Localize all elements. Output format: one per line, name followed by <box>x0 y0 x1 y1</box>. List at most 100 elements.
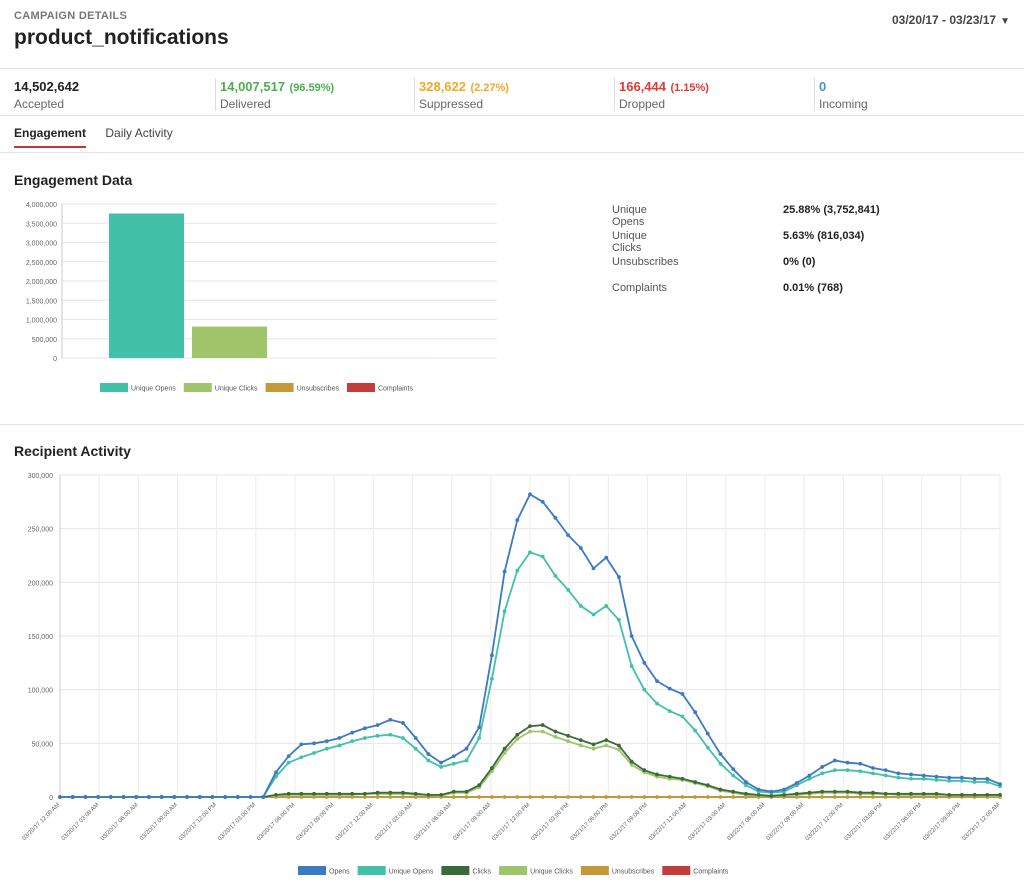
data-point-unique-opens <box>655 701 659 706</box>
data-point-unsubscribes <box>705 795 710 799</box>
data-point-unique-opens <box>883 773 888 778</box>
data-point-unique-opens <box>578 604 583 608</box>
data-point-opens <box>489 653 494 658</box>
data-point-unique-opens <box>477 736 482 740</box>
data-point-unique-opens <box>744 783 748 788</box>
tab-engagement[interactable]: Engagement <box>14 126 87 148</box>
data-point-opens <box>83 795 88 799</box>
data-point-clicks <box>477 783 482 788</box>
data-point-opens <box>324 739 329 744</box>
data-point-unsubscribes <box>553 795 558 799</box>
data-point-opens <box>108 795 113 799</box>
data-point-unique-opens <box>629 664 634 668</box>
legend-swatch <box>580 866 609 875</box>
data-point-unsubscribes <box>464 795 469 799</box>
legend-swatch <box>346 383 375 392</box>
legend-label: Opens <box>329 869 350 876</box>
data-point-opens <box>197 795 202 799</box>
x-tick-label: 03/22/17 12:00 AM <box>648 802 688 842</box>
page-eyebrow: CAMPAIGN DETAILS <box>14 10 128 22</box>
data-point-unique-opens <box>502 609 507 614</box>
data-point-unsubscribes <box>566 795 571 799</box>
data-point-clicks <box>528 724 532 729</box>
data-point-opens <box>172 795 177 799</box>
x-tick-label: 03/20/17 09:00 PM <box>295 802 335 842</box>
metric-value: 0% (0) <box>783 256 816 268</box>
data-point-unique-opens <box>947 779 952 783</box>
x-tick-label: 03/21/17 09:00 AM <box>452 802 492 842</box>
data-point-opens <box>185 795 189 799</box>
data-point-clicks <box>312 791 316 796</box>
data-point-clicks <box>655 772 659 777</box>
data-point-unique-opens <box>985 780 990 784</box>
data-point-clicks <box>401 790 405 795</box>
data-point-clicks <box>540 723 545 727</box>
legend-label: Clicks <box>472 869 491 876</box>
data-point-unique-clicks <box>566 739 571 744</box>
data-point-unique-clicks <box>553 734 558 739</box>
stat-value: 14,502,642 <box>14 79 80 94</box>
data-point-opens <box>947 775 952 780</box>
data-point-opens <box>362 726 367 731</box>
data-point-unique-opens <box>858 769 863 774</box>
tab-daily-activity[interactable]: Daily Activity <box>105 126 173 140</box>
data-point-clicks <box>274 792 278 797</box>
data-point-unsubscribes <box>489 795 494 799</box>
date-range-selector[interactable]: 03/20/17 - 03/23/17 ▼ <box>892 13 1010 27</box>
data-point-clicks <box>756 792 761 797</box>
data-point-unique-opens <box>667 709 672 714</box>
data-point-unique-opens <box>337 743 342 748</box>
data-point-unsubscribes <box>655 795 659 799</box>
data-point-clicks <box>794 791 799 796</box>
data-point-clicks <box>896 791 901 796</box>
data-point-unsubscribes <box>680 795 685 799</box>
data-point-opens <box>921 773 926 778</box>
data-point-unique-clicks <box>528 729 532 734</box>
data-point-clicks <box>515 732 520 737</box>
engagement-bar-chart: 0 500,000 1,000,000 1,500,000 2,000,000 2,500… <box>26 202 497 393</box>
data-point-clicks <box>604 738 609 743</box>
data-point-clicks <box>426 792 431 797</box>
data-point-opens <box>299 742 304 747</box>
data-point-clicks <box>718 787 723 792</box>
data-point-unique-clicks <box>604 743 609 748</box>
page-title: product_notifications <box>14 26 229 49</box>
data-point-clicks <box>820 789 825 794</box>
y-tick-label: 200,000 <box>28 580 53 587</box>
data-point-unique-opens <box>401 736 405 740</box>
data-point-clicks <box>959 792 964 797</box>
stat-value: 166,444 <box>619 79 666 94</box>
data-point-opens <box>642 660 647 665</box>
y-tick-label: 3,000,000 <box>26 241 57 248</box>
data-point-opens <box>388 717 393 722</box>
data-point-clicks <box>947 792 952 797</box>
legend-swatch <box>265 383 294 392</box>
data-point-unique-opens <box>528 550 532 555</box>
data-point-unique-opens <box>375 733 380 738</box>
x-tick-label: 03/20/17 06:00 PM <box>256 802 296 842</box>
y-tick-label: 4,000,000 <box>26 202 57 209</box>
y-tick-label: 0 <box>53 356 57 363</box>
data-point-opens <box>553 516 558 520</box>
data-point-opens <box>350 730 355 735</box>
data-point-unique-opens <box>464 758 469 763</box>
stat-label: Suppressed <box>419 97 484 111</box>
stat-accepted: 14,502,642 Accepted <box>14 78 79 111</box>
x-tick-label: 03/23/17 12:00 AM <box>962 802 1002 842</box>
data-point-unsubscribes <box>820 795 825 799</box>
x-tick-label: 03/21/17 09:00 PM <box>609 802 649 842</box>
data-point-unique-opens <box>388 732 393 737</box>
data-point-clicks <box>667 774 672 779</box>
data-point-unique-opens <box>959 779 964 783</box>
x-tick-label: 03/20/17 03:00 AM <box>61 802 101 842</box>
legend-label: Unsubscribes <box>297 386 340 393</box>
data-point-unique-opens <box>451 761 456 766</box>
data-point-opens <box>70 795 75 799</box>
x-tick-label: 03/22/17 06:00 PM <box>883 802 923 842</box>
data-point-unsubscribes <box>693 795 698 799</box>
data-point-opens <box>705 731 710 736</box>
data-point-unsubscribes <box>629 795 634 799</box>
data-point-clicks <box>972 792 977 797</box>
metric-label: Unique Clicks <box>612 230 647 254</box>
data-point-unsubscribes <box>477 795 482 799</box>
